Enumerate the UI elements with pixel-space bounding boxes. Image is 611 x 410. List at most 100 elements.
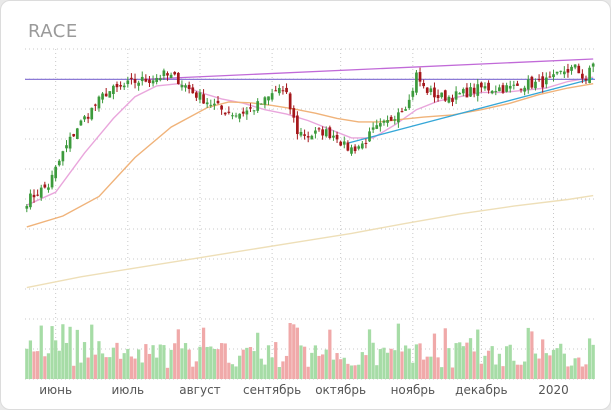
volume-bar xyxy=(393,350,397,379)
x-tick-label: декабрь xyxy=(455,383,507,397)
volume-bar xyxy=(479,363,483,379)
volume-bar xyxy=(50,326,54,379)
candle-body xyxy=(220,105,223,110)
volume-bar xyxy=(36,351,40,379)
candle-body xyxy=(256,101,260,111)
volume-bar xyxy=(191,366,195,379)
volume-bar xyxy=(577,357,581,379)
volume-bar xyxy=(259,358,263,379)
candle-body xyxy=(191,87,195,94)
candle-body xyxy=(158,78,162,81)
volume-bar xyxy=(541,339,545,379)
candle-body xyxy=(541,76,545,88)
volume-bars xyxy=(25,323,595,379)
volume-bar xyxy=(227,362,231,379)
volume-bar xyxy=(295,327,299,379)
candle-body xyxy=(234,115,238,117)
volume-bar xyxy=(86,357,90,379)
candle-body xyxy=(429,88,433,93)
candle-body xyxy=(83,116,86,120)
volume-bar xyxy=(357,364,361,379)
volume-bar xyxy=(158,344,162,379)
volume-bar xyxy=(79,362,83,379)
volume-bar xyxy=(331,359,336,379)
candle-body xyxy=(339,141,343,146)
volume-bar xyxy=(584,364,588,379)
volume-bar xyxy=(465,342,469,379)
volume-bar xyxy=(548,355,552,379)
candle-body xyxy=(490,90,494,94)
candle-body xyxy=(187,84,191,90)
candle-body xyxy=(54,166,58,179)
volume-bar xyxy=(519,364,523,379)
candle-body xyxy=(451,98,454,102)
candle-body xyxy=(223,112,227,115)
candle-body xyxy=(342,141,346,145)
volume-bar xyxy=(241,349,245,379)
volume-bar xyxy=(93,354,97,379)
candle-body xyxy=(61,151,65,162)
candle-body xyxy=(335,134,339,140)
volume-bar xyxy=(317,355,321,379)
candle-body xyxy=(422,82,425,87)
volume-bar xyxy=(75,329,79,379)
volume-bar xyxy=(378,349,382,379)
candle-body xyxy=(148,79,151,83)
volume-bar xyxy=(39,325,43,379)
volume-bar xyxy=(580,366,584,379)
candle-body xyxy=(306,136,310,138)
candle-body xyxy=(75,128,79,140)
volume-bar xyxy=(385,352,390,379)
candle-body xyxy=(328,127,332,138)
candle-body xyxy=(166,73,169,76)
candle-body xyxy=(314,130,317,134)
volume-bar xyxy=(440,367,444,379)
candle-body xyxy=(548,76,552,78)
volume-bar xyxy=(165,367,170,379)
candle-body xyxy=(498,87,501,92)
trendline xyxy=(142,58,594,81)
candle-body xyxy=(202,94,205,104)
candle-body xyxy=(357,146,361,149)
candle-body xyxy=(310,135,314,140)
volume-bar xyxy=(97,341,101,379)
volume-bar xyxy=(512,360,516,379)
candle-body xyxy=(324,129,328,137)
volume-bar xyxy=(461,346,465,379)
volume-bar xyxy=(180,348,184,379)
volume-bar xyxy=(407,348,411,379)
candle-body xyxy=(303,134,306,136)
ticker-title: RACE xyxy=(28,21,78,42)
volume-bar xyxy=(212,348,217,379)
candle-body xyxy=(184,85,187,88)
candle-body xyxy=(130,77,133,79)
volume-bar xyxy=(306,366,310,379)
volume-bar xyxy=(389,348,393,379)
volume-bar xyxy=(104,357,108,379)
volume-bar xyxy=(263,364,267,379)
candle-body xyxy=(227,111,231,113)
volume-bar xyxy=(501,366,505,379)
candle-body xyxy=(245,110,249,115)
volume-bar xyxy=(288,323,292,379)
candle-body xyxy=(180,84,184,88)
volume-bar xyxy=(54,340,58,379)
volume-bar xyxy=(551,349,556,379)
candle-body xyxy=(259,103,263,105)
volume-bar xyxy=(321,354,325,379)
volume-bar xyxy=(523,361,527,379)
volume-bar xyxy=(216,349,220,379)
volume-bar xyxy=(223,343,227,379)
volume-bar xyxy=(335,353,339,379)
candle-body xyxy=(378,123,382,127)
x-tick-label: июль xyxy=(111,383,144,397)
volume-bar xyxy=(476,329,480,379)
candle-body xyxy=(50,174,54,188)
candle-body xyxy=(386,120,389,123)
volume-bar xyxy=(504,346,509,379)
volume-bar xyxy=(234,366,238,379)
volume-bar xyxy=(382,347,386,379)
volume-bar xyxy=(591,344,595,379)
volume-bar xyxy=(454,343,458,379)
candle-body xyxy=(418,72,422,82)
